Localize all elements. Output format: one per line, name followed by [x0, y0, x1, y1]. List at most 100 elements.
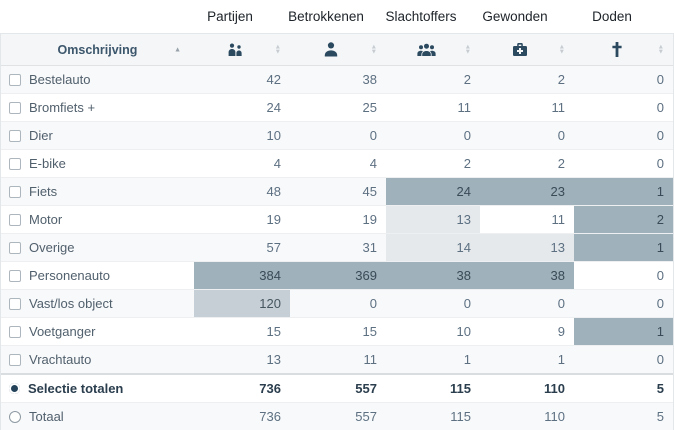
cell-gewonden: 13 — [480, 234, 574, 261]
accidents-summary-table-page: Partijen Betrokkenen Slachtoffers Gewond… — [0, 9, 674, 430]
cell-doden: 0 — [656, 352, 664, 367]
row-label-cell[interactable]: Vrachtauto — [1, 346, 194, 373]
data-table: Omschrijving ▲ ▲ ▼ — [0, 33, 674, 430]
cell-slachtoffers: 11 — [457, 100, 472, 115]
table-row: E-bike 4 4 2 2 0 — [1, 149, 673, 177]
table-row: Vrachtauto 13 11 1 1 0 — [1, 345, 673, 373]
table-row: Vast/los object 120 0 0 0 0 — [1, 289, 673, 317]
row-checkbox[interactable] — [9, 101, 21, 114]
row-label-cell[interactable]: E-bike — [1, 150, 194, 177]
row-checkbox[interactable] — [9, 241, 21, 254]
row-checkbox[interactable] — [9, 297, 21, 310]
cell-doden: 1 — [574, 178, 673, 205]
row-label-cell[interactable]: Personenauto — [1, 262, 194, 289]
cell-doden: 5 — [656, 381, 664, 396]
column-header-gewonden[interactable]: ▲ ▼ — [480, 34, 574, 65]
cell-doden: 2 — [574, 206, 673, 233]
row-label: Bromfiets + — [29, 100, 96, 115]
radio-icon[interactable] — [9, 410, 21, 423]
row-label: Vast/los object — [29, 296, 113, 311]
sort-toggle-icon[interactable]: ▲ ▼ — [558, 43, 565, 56]
row-checkbox[interactable] — [9, 129, 21, 142]
row-checkbox[interactable] — [9, 185, 21, 198]
column-header-betrokkenen[interactable]: ▲ ▼ — [290, 34, 386, 65]
cell-partijen: 4 — [273, 156, 281, 171]
cell-betrokkenen: 15 — [362, 324, 377, 339]
cell-partijen: 24 — [266, 100, 281, 115]
category-label-slachtoffers: Slachtoffers — [385, 9, 457, 24]
column-header-slachtoffers[interactable]: ▲ ▼ — [386, 34, 480, 65]
cell-partijen: 10 — [266, 128, 281, 143]
cell-slachtoffers: 14 — [386, 234, 480, 261]
row-label-cell[interactable]: Overige — [1, 234, 194, 261]
cell-gewonden: 1 — [557, 352, 565, 367]
table-row: Bromfiets + 24 25 11 11 0 — [1, 93, 673, 121]
table-header-row: Omschrijving ▲ ▲ ▼ — [1, 34, 673, 66]
cell-gewonden: 0 — [557, 296, 565, 311]
row-label-cell[interactable]: Motor — [1, 206, 194, 233]
cell-slachtoffers: 115 — [450, 381, 471, 396]
table-row: Personenauto 384 369 38 38 0 — [1, 261, 673, 289]
row-label: Selectie totalen — [28, 381, 124, 396]
row-label: Overige — [29, 240, 75, 255]
row-checkbox[interactable] — [9, 353, 21, 366]
column-header-partijen[interactable]: ▲ ▼ — [194, 34, 290, 65]
cell-partijen: 736 — [259, 381, 281, 396]
row-label-cell[interactable]: Bestelauto — [1, 66, 194, 93]
column-header-omschrijving[interactable]: Omschrijving ▲ — [1, 34, 194, 65]
category-label-doden: Doden — [592, 9, 632, 24]
row-checkbox[interactable] — [9, 269, 21, 282]
row-label: Vrachtauto — [29, 352, 92, 367]
row-label: Fiets — [29, 184, 58, 199]
row-checkbox[interactable] — [9, 325, 21, 338]
cell-slachtoffers: 2 — [463, 156, 471, 171]
sort-toggle-icon[interactable]: ▲ ▼ — [370, 43, 377, 56]
first-aid-kit-icon — [512, 42, 528, 57]
cell-gewonden: 0 — [557, 128, 565, 143]
cell-betrokkenen: 38 — [362, 72, 377, 87]
row-checkbox[interactable] — [9, 73, 21, 86]
row-checkbox[interactable] — [9, 157, 21, 170]
row-label-cell[interactable]: Voetganger — [1, 318, 194, 345]
cell-doden: 0 — [656, 156, 664, 171]
row-label-cell[interactable]: Bromfiets + — [1, 94, 194, 121]
table-row: Fiets 48 45 24 23 1 — [1, 177, 673, 205]
sort-toggle-icon[interactable]: ▲ ▼ — [274, 43, 281, 56]
table-row: Motor 19 19 13 11 2 — [1, 205, 673, 233]
row-label: E-bike — [29, 156, 66, 171]
row-checkbox[interactable] — [9, 213, 21, 226]
cell-slachtoffers: 13 — [386, 206, 480, 233]
cell-slachtoffers: 0 — [463, 128, 471, 143]
cell-betrokkenen: 557 — [355, 381, 377, 396]
selected-radio-icon[interactable] — [9, 383, 20, 394]
row-label-cell[interactable]: Totaal — [1, 403, 194, 430]
sort-toggle-icon[interactable]: ▲ ▼ — [657, 43, 664, 56]
cell-gewonden: 11 — [551, 100, 566, 115]
cell-doden: 0 — [656, 128, 664, 143]
cell-slachtoffers: 24 — [386, 178, 480, 205]
row-label-cell[interactable]: Dier — [1, 122, 194, 149]
cell-betrokkenen: 45 — [362, 184, 377, 199]
row-label: Motor — [29, 212, 63, 227]
sort-toggle-icon[interactable]: ▲ ▼ — [464, 43, 471, 56]
row-label-cell[interactable]: Selectie totalen — [1, 375, 194, 402]
cell-betrokkenen: 25 — [362, 100, 377, 115]
cell-doden: 0 — [656, 268, 664, 283]
cell-doden: 1 — [574, 234, 673, 261]
people-group-icon — [416, 43, 436, 57]
row-label: Bestelauto — [29, 72, 91, 87]
table-row: Voetganger 15 15 10 9 1 — [1, 317, 673, 345]
row-label-cell[interactable]: Fiets — [1, 178, 194, 205]
table-row: Bestelauto 42 38 2 2 0 — [1, 66, 673, 93]
row-label-cell[interactable]: Vast/los object — [1, 290, 194, 317]
row-label: Personenauto — [29, 268, 110, 283]
cell-slachtoffers: 0 — [463, 296, 471, 311]
person-icon — [324, 42, 338, 57]
cell-doden: 0 — [656, 100, 664, 115]
cell-gewonden: 2 — [557, 72, 565, 87]
sort-ascending-icon[interactable]: ▲ — [174, 46, 181, 53]
column-header-doden[interactable]: ▲ ▼ — [574, 34, 673, 65]
cell-gewonden: 38 — [480, 262, 574, 289]
cell-partijen: 736 — [259, 409, 281, 424]
cell-partijen: 15 — [266, 324, 281, 339]
